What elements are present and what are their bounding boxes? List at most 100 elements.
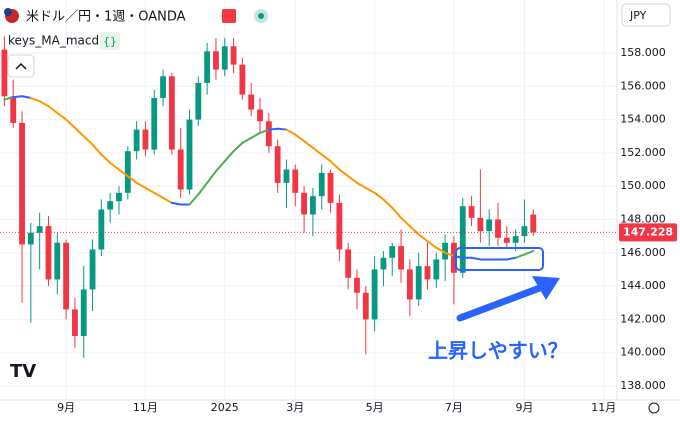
candle-body (142, 129, 149, 150)
ma-line (400, 216, 411, 228)
annotation-arrow-head (532, 276, 560, 300)
settings-icon[interactable] (648, 402, 660, 414)
candle-body (27, 232, 34, 245)
y-tick-label: 158.000 (620, 46, 666, 59)
candle-body (415, 266, 422, 300)
candle-body (177, 149, 184, 190)
status-icon (258, 13, 264, 19)
ma-line (65, 118, 76, 129)
currency-button[interactable] (621, 3, 671, 27)
candle-body (151, 97, 158, 150)
ma-line (250, 131, 262, 139)
candle-body (327, 172, 334, 203)
candle-body (160, 76, 166, 98)
ma-line (38, 100, 50, 108)
ma-line (417, 233, 429, 243)
candle-body (318, 172, 325, 197)
candle-body (451, 242, 457, 273)
ma-line (338, 168, 350, 178)
candle-body (98, 209, 105, 250)
candle-body (239, 64, 246, 95)
ma-line (382, 198, 394, 209)
x-tick-label: 2025 (211, 401, 239, 414)
plot-area (0, 0, 617, 400)
ma-line (435, 246, 447, 254)
ma-line (135, 181, 147, 189)
y-tick-label: 138.000 (620, 379, 666, 392)
candle-body (63, 242, 70, 310)
ma-line (223, 150, 235, 163)
candle-body (54, 242, 61, 280)
ma-line (259, 128, 270, 134)
ma-line (29, 96, 41, 103)
candle-body (116, 192, 122, 202)
candle-body (257, 109, 263, 122)
candle-body (89, 249, 96, 290)
candle-body (168, 76, 175, 150)
last-price-tag (619, 223, 677, 242)
ma-line (153, 191, 165, 199)
ma-line (408, 225, 420, 236)
ma-line (144, 186, 156, 194)
candle-body (486, 219, 493, 232)
ma-line (56, 111, 68, 121)
x-tick-label: 9月 (57, 401, 75, 414)
y-tick-label: 140.000 (620, 346, 666, 359)
ma-line (100, 153, 112, 164)
last-price-label: 147.228 (623, 225, 673, 238)
ma-line (3, 96, 15, 101)
ma-line (294, 133, 306, 143)
candle-body (248, 94, 255, 110)
symbol-title: 米ドル／円・1週・OANDA (26, 10, 186, 25)
ma-line (347, 175, 358, 184)
ma-line (523, 250, 535, 256)
candle-body (274, 146, 281, 183)
candle-body (45, 226, 52, 280)
ma-line (267, 127, 279, 131)
ma-line (232, 141, 244, 153)
ma-line (320, 153, 332, 163)
candle-body (213, 51, 219, 70)
y-tick-label: 142.000 (620, 312, 666, 325)
candle-body (19, 122, 25, 245)
candle-body (133, 129, 140, 152)
candle-body (406, 269, 413, 300)
candle-body (124, 151, 131, 193)
ma-line (170, 201, 182, 206)
candle-body (380, 257, 387, 270)
annotation-text: 上昇しやすい？ (428, 339, 568, 363)
currency: JPY (629, 9, 647, 22)
ma-line (197, 181, 209, 196)
ma-line (444, 251, 455, 258)
ma-line (73, 126, 85, 138)
candle-body (442, 242, 449, 260)
ma-line (285, 128, 297, 136)
candle-body (107, 201, 114, 210)
candle-body (10, 96, 17, 123)
candle-body (512, 236, 519, 243)
candle-body (345, 249, 352, 278)
candle-body (72, 309, 78, 337)
ma-line (391, 206, 403, 219)
collapse-button[interactable] (7, 54, 35, 78)
x-tick-label: 3月 (286, 401, 304, 414)
candle-body (336, 202, 343, 250)
candle-body (301, 192, 308, 215)
y-tick-label: 152.000 (620, 146, 666, 159)
x-tick-label: 11月 (591, 401, 616, 414)
ma-line (126, 175, 138, 184)
collapse-icon (15, 62, 27, 70)
x-tick-label: 11月 (133, 401, 158, 414)
x-tick-label: 9月 (515, 401, 533, 414)
candle-body (221, 46, 228, 70)
ma-line (82, 135, 94, 146)
candle-body (521, 226, 528, 237)
ma-line (505, 256, 517, 261)
candle-body (477, 217, 484, 232)
ma-line (206, 170, 217, 184)
candle-body (186, 119, 193, 190)
candle-body (354, 277, 360, 293)
candle-body (230, 46, 237, 65)
candle-body (80, 289, 87, 337)
